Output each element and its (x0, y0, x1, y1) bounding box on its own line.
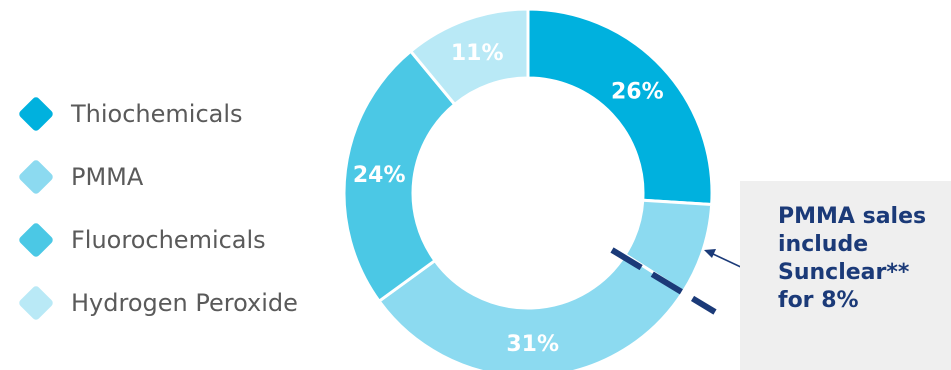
legend-swatch-thiochemicals (17, 95, 55, 132)
sunclear-divider-dash (610, 247, 717, 315)
slice-label-thiochemicals: 26% (611, 79, 664, 104)
slice-label-hydrogen-peroxide: 11% (451, 41, 504, 66)
slice-thiochemicals-0 (526, 7, 714, 207)
chart-legend: Thiochemicals PMMA Fluorochemicals Hydro… (15, 82, 298, 334)
legend-item-thiochemicals: Thiochemicals (15, 82, 298, 145)
slice-pmma-2 (377, 252, 686, 370)
legend-label-pmma: PMMA (71, 162, 144, 191)
legend-label-hydrogen-peroxide: Hydrogen Peroxide (71, 288, 298, 317)
slice-fluorochemicals-3 (342, 49, 457, 304)
slice-label-pmma: 31% (506, 332, 559, 357)
annotation-text: PMMA sales include Sunclear** for 8% (778, 204, 927, 313)
legend-item-fluorochemicals: Fluorochemicals (15, 208, 298, 271)
legend-swatch-hydrogen-peroxide (17, 284, 55, 321)
annotation-arrow-head (704, 249, 716, 258)
slice-hydrogen-peroxide-4 (408, 7, 530, 107)
legend-swatch-pmma (17, 158, 55, 195)
legend-label-thiochemicals: Thiochemicals (71, 99, 243, 128)
donut-slice-labels: 26% 31% 24% 11% (353, 41, 664, 357)
legend-item-pmma: PMMA (15, 145, 298, 208)
donut-slices (342, 7, 714, 370)
legend-item-hydrogen-peroxide: Hydrogen Peroxide (15, 271, 298, 334)
annotation-box: PMMA sales include Sunclear** for 8% (740, 181, 951, 370)
slice-label-fluorochemicals: 24% (353, 163, 406, 188)
legend-label-fluorochemicals: Fluorochemicals (71, 225, 266, 254)
legend-swatch-fluorochemicals (17, 221, 55, 258)
